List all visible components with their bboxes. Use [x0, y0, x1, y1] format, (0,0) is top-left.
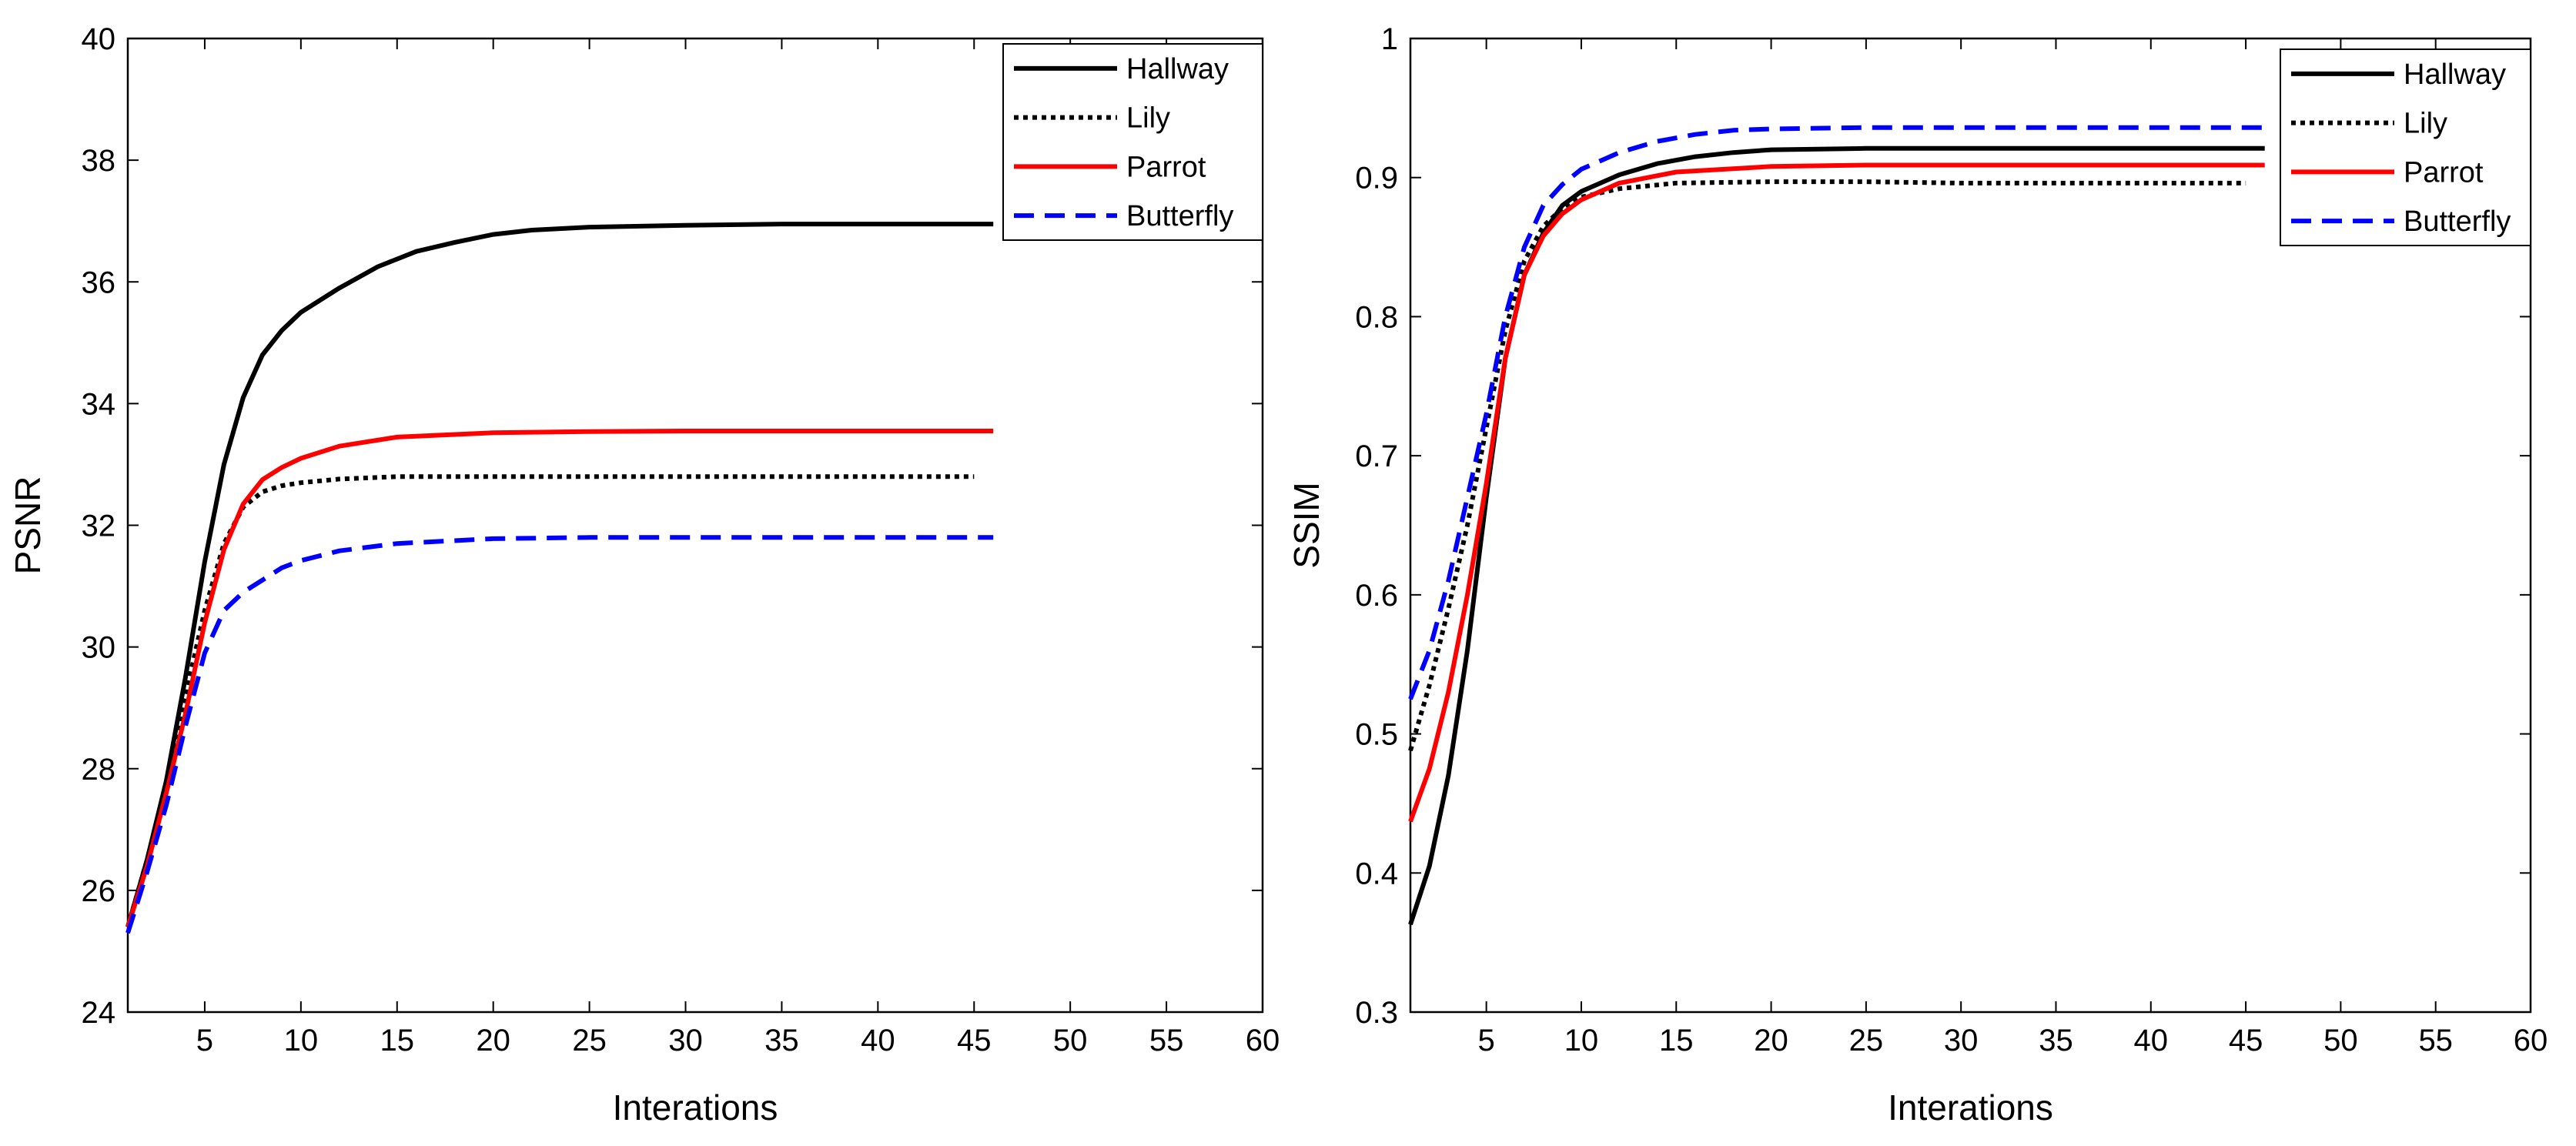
x-tick-label: 35	[2039, 1024, 2073, 1057]
series-line-parrot	[1408, 162, 2265, 823]
psnr-chart: 5 10 15 20 25 30 35 40 45 50 55 60 24 26 28 30 32 34 36 38 4…	[8, 22, 1280, 1128]
x-tick-label: 55	[1149, 1024, 1184, 1057]
legend-label-butterfly: Butterfly	[2404, 205, 2511, 238]
x-tick-label: 10	[284, 1024, 319, 1057]
y-tick-label: 0.8	[1355, 300, 1398, 334]
legend: Hallway Lily Parrot Butterfly	[2280, 48, 2531, 246]
series-line-butterfly	[1408, 125, 2265, 700]
y-axis-label: PSNR	[8, 476, 48, 575]
y-tick-label: 0.7	[1355, 439, 1398, 473]
legend-label-lily: Lily	[1126, 102, 1170, 135]
x-tick-label: 5	[196, 1024, 213, 1057]
y-tick-label: 40	[82, 22, 116, 56]
y-tick-label: 0.9	[1355, 162, 1398, 195]
legend-label-parrot: Parrot	[1126, 151, 1206, 183]
x-tick-label: 15	[1659, 1024, 1694, 1057]
axes-box	[1409, 37, 2532, 1014]
x-tick-label: 30	[668, 1024, 703, 1057]
x-tick-label: 20	[1754, 1024, 1788, 1057]
series-line-hallway	[125, 222, 994, 928]
x-tick-label: 60	[2514, 1024, 2548, 1057]
x-tick-label: 50	[2323, 1024, 2358, 1057]
y-tick-label: 26	[82, 874, 116, 908]
x-tick-label: 5	[1478, 1024, 1495, 1057]
legend-box	[2280, 48, 2531, 246]
series-line-butterfly	[125, 535, 994, 934]
x-tick-label: 45	[957, 1024, 992, 1057]
y-tick-label: 0.6	[1355, 579, 1398, 613]
y-axis-label: SSIM	[1286, 482, 1326, 568]
x-tick-label: 20	[476, 1024, 510, 1057]
x-tick-label: 45	[2229, 1024, 2263, 1057]
y-tick-label: 38	[82, 144, 116, 178]
y-tick-label: 36	[82, 266, 116, 299]
legend-label-parrot: Parrot	[2404, 156, 2484, 189]
x-tick-label: 55	[2418, 1024, 2453, 1057]
y-tick-label: 30	[82, 631, 116, 665]
y-tick-label: 24	[82, 996, 116, 1030]
x-tick-label: 10	[1564, 1024, 1599, 1057]
legend-label-butterfly: Butterfly	[1126, 200, 1233, 232]
x-tick-label: 50	[1053, 1024, 1088, 1057]
y-tick-label: 32	[82, 510, 116, 543]
legend-box	[1002, 43, 1263, 241]
y-tick-label: 0.3	[1355, 996, 1398, 1030]
y-tick-label: 1	[1381, 22, 1398, 56]
x-tick-label: 25	[1849, 1024, 1884, 1057]
x-tick-label: 30	[1944, 1024, 1979, 1057]
legend: Hallway Lily Parrot Butterfly	[1002, 43, 1263, 241]
x-tick-label: 40	[2134, 1024, 2169, 1057]
x-axis-label: Interations	[1888, 1088, 2053, 1128]
legend-label-lily: Lily	[2404, 108, 2447, 140]
series-line-hallway	[1408, 145, 2265, 926]
ssim-chart: 5 10 15 20 25 30 35 40 45 50 55 60 0.3 0.4 0.5 0.6 0.7 0.…	[1286, 22, 2548, 1128]
x-tick-label: 40	[861, 1024, 895, 1057]
x-tick-label: 35	[764, 1024, 799, 1057]
x-tick-label: 25	[572, 1024, 607, 1057]
x-tick-label: 15	[380, 1024, 415, 1057]
legend-label-hallway: Hallway	[2404, 58, 2506, 91]
y-tick-label: 28	[82, 753, 116, 787]
series-line-parrot	[125, 429, 994, 928]
x-tick-label: 60	[1246, 1024, 1280, 1057]
legend-label-hallway: Hallway	[1126, 53, 1229, 85]
y-tick-label: 34	[82, 387, 116, 421]
series-line-lily	[125, 474, 975, 928]
y-tick-label: 0.5	[1355, 718, 1398, 752]
x-axis-label: Interations	[613, 1088, 778, 1128]
y-tick-label: 0.4	[1355, 857, 1398, 890]
